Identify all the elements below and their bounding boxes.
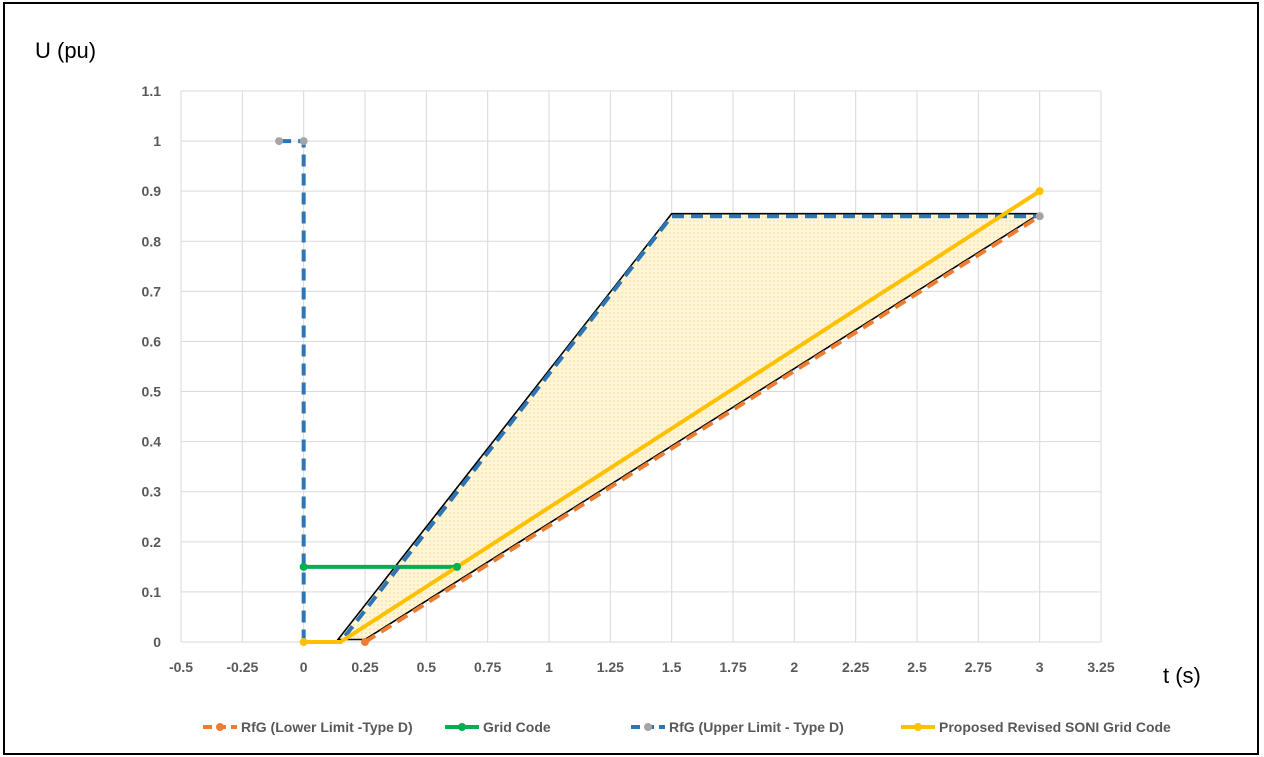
x-tick-label: 2 [790,659,798,675]
y-tick-label: 0.2 [142,534,162,550]
y-tick-label: 0.6 [142,333,162,349]
legend-marker [644,723,652,731]
x-tick-label: 1.75 [719,659,746,675]
x-tick-label: 0.75 [474,659,501,675]
x-tick-label: 2.75 [965,659,992,675]
legend-marker [216,723,224,731]
y-tick-label: 1.1 [142,83,162,99]
legend-marker [914,723,922,731]
x-tick-label: -0.5 [169,659,193,675]
x-tick-label: 0 [300,659,308,675]
series-line-3 [303,189,1041,644]
series-point-2 [299,137,308,146]
series-point-3 [299,638,308,646]
gridlines [180,90,1102,643]
y-tick-label: 0.3 [142,484,162,500]
series-point-2 [275,137,284,146]
voltage-time-chart: -0.5 -0.25 0 0.25 0.5 0.75 1 1.25 1.5 1.75 2 2.25 2.… [35,38,1201,735]
y-tick-label: 0.7 [142,283,162,299]
legend-label: RfG (Upper Limit - Type D) [669,719,844,735]
series-lines [275,137,1044,646]
legend-label: Proposed Revised SONI Grid Code [939,719,1171,735]
y-tick-label: 0.9 [142,183,162,199]
x-tick-label: -0.25 [226,659,258,675]
legend-marker [458,723,466,731]
y-tick-label: 0.1 [142,584,162,600]
y-tick-label: 1 [153,133,161,149]
tick-labels: -0.5 -0.25 0 0.25 0.5 0.75 1 1.25 1.5 1.75 2 2.25 2.… [142,83,1115,675]
x-axis-title: t (s) [1163,663,1201,688]
series-point-3 [1035,187,1044,196]
series-point-0 [361,638,369,646]
series-point-1 [453,562,461,571]
series-point-2 [1035,212,1044,221]
x-tick-label: 2.25 [842,659,869,675]
chart-frame: -0.5 -0.25 0 0.25 0.5 0.75 1 1.25 1.5 1.75 2 2.25 2.… [3,2,1259,755]
y-axis-title: U (pu) [35,38,96,63]
x-tick-label: 3 [1036,659,1044,675]
x-tick-label: 0.25 [351,659,378,675]
y-tick-label: 0 [153,634,161,650]
legend-label: Grid Code [483,719,551,735]
x-tick-label: 0.5 [417,659,437,675]
legend: RfG (Lower Limit -Type D) Grid Code RfG (U… [203,719,1171,735]
y-tick-label: 0.5 [142,384,162,400]
y-tick-label: 0.4 [142,434,162,450]
legend-label: RfG (Lower Limit -Type D) [241,719,413,735]
x-tick-label: 2.5 [907,659,927,675]
x-tick-label: 1.5 [662,659,682,675]
series-point-1 [299,562,308,571]
y-tick-label: 0.8 [142,233,162,249]
x-tick-label: 1 [545,659,553,675]
x-tick-label: 1.25 [597,659,624,675]
x-tick-label: 3.25 [1087,659,1114,675]
